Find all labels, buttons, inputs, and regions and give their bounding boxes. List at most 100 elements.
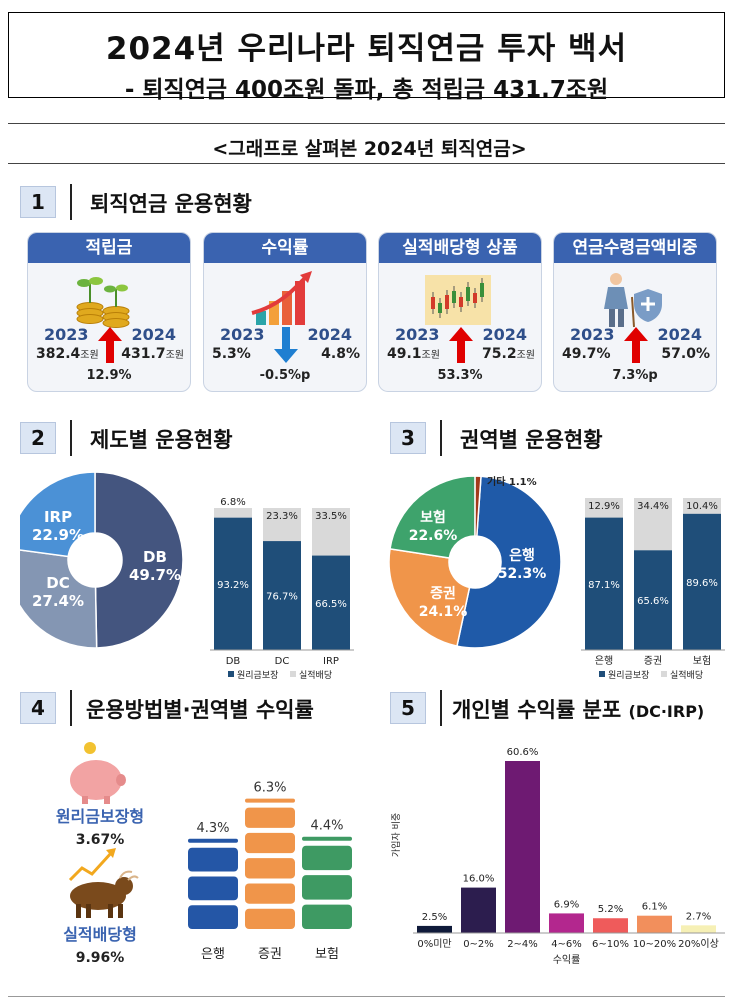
return-block <box>302 845 352 871</box>
growth-bar <box>269 301 279 325</box>
leaf <box>77 279 91 287</box>
card-value-end: 57.0% <box>661 346 710 362</box>
section-heading: <그래프로 살펴본 2024년 퇴직연금> <box>212 138 527 160</box>
section-4-number: 4 <box>20 692 56 724</box>
card-value-start: 49.7% <box>562 346 611 362</box>
divider <box>8 163 725 164</box>
section-5-number: 5 <box>390 692 426 724</box>
tick-label: 증권 <box>644 655 662 667</box>
bar-segment-dividend <box>214 508 252 518</box>
return-block <box>245 807 295 828</box>
card-change: -0.5%p <box>259 368 311 383</box>
bar-segment-guaranteed <box>263 541 301 650</box>
card-unit: 조원 <box>165 350 184 361</box>
return-cap <box>188 838 238 843</box>
arrow-up-icon <box>449 327 473 363</box>
donut-slice <box>389 475 476 559</box>
tick-label: DB <box>226 656 241 667</box>
bar-value-label: 6.1% <box>642 902 667 913</box>
body <box>604 287 628 309</box>
slice-value: 22.6% <box>409 528 458 544</box>
candlestick-icon <box>425 275 491 325</box>
card-value-end: 75.2조원 <box>482 346 535 362</box>
section-2-bar <box>70 420 72 456</box>
slice-value: 49.7% <box>129 566 181 584</box>
legend-swatch <box>290 671 296 677</box>
piggy-snout <box>116 774 126 786</box>
return-type-value: 3.67% <box>76 832 125 848</box>
bull-head <box>115 877 133 895</box>
plan-bars: 6.8% 93.2% DB 23.3% 76.7% DC 33.5% 66.5% IRP 원리금보… <box>210 497 354 680</box>
bull-leg <box>76 904 81 918</box>
section-2-number: 2 <box>20 422 56 454</box>
legend-label: 원리금보장 <box>608 670 649 680</box>
bar-value-label: 4.3% <box>196 821 229 836</box>
candle-body <box>431 297 435 309</box>
bar-value-label: 33.5% <box>315 511 347 522</box>
legend-swatch <box>661 671 667 677</box>
tick-label: 20%이상 <box>678 938 719 950</box>
cane <box>631 296 635 328</box>
return-column: 6.3% 증권 <box>245 781 295 962</box>
section-4-bar <box>70 690 72 726</box>
section-1-title: 퇴직연금 운용현황 <box>90 192 252 216</box>
coins-sprout-icon <box>76 277 130 328</box>
arrow-up-icon <box>98 327 122 363</box>
legend-swatch <box>599 671 605 677</box>
sector-chart-area: 은행 52.3% 증권 24.1% 보험 22.6% 기타 1.1% 12.9% 87.1% 은행… <box>388 475 725 680</box>
bar-segment-dividend <box>263 508 301 542</box>
section-1-number: 1 <box>20 186 56 218</box>
coin <box>84 742 96 754</box>
bar-segment-guaranteed <box>634 550 672 650</box>
bar-value-label: 60.6% <box>507 747 539 758</box>
dist-bar <box>417 925 452 933</box>
return-block <box>302 904 352 929</box>
legend-label: 원리금보장 <box>237 670 278 680</box>
card-year-start: 2023 <box>395 325 440 344</box>
slice-value: 27.4% <box>32 592 84 610</box>
card-unit: 조원 <box>516 350 535 361</box>
card-title: 적립금 <box>28 233 190 263</box>
card-change: 12.9% <box>86 368 132 383</box>
bull-horn <box>119 870 139 881</box>
slice-value: 24.1% <box>419 604 468 620</box>
dist-bar <box>593 918 628 933</box>
bar-segment-dividend <box>634 498 672 551</box>
tick-label: 0%미만 <box>417 938 451 950</box>
summary-card: 연금수령금액비중 2023 2024 49.7% 57.0% 7.3%p <box>553 232 717 392</box>
slice-value: 22.9% <box>32 526 84 544</box>
summary-card: 수익률 2023 2024 5.3% 4.8% -0.5%p <box>203 232 367 392</box>
card-year-end: 2024 <box>657 325 702 344</box>
return-block <box>188 905 238 929</box>
bar-value-label: 89.6% <box>686 578 718 589</box>
bull-icon <box>68 848 139 918</box>
return-block <box>245 832 295 854</box>
bar-value-label: 12.9% <box>588 501 620 512</box>
bar-value-label: 10.4% <box>686 501 718 512</box>
return-cap <box>245 798 295 803</box>
return-block <box>245 908 295 929</box>
return-block <box>188 876 238 901</box>
bar-value-label: 4.4% <box>310 819 343 834</box>
bull-trend <box>68 850 114 882</box>
bar-segment-guaranteed <box>585 517 623 650</box>
bar-value-label: 93.2% <box>217 580 249 591</box>
dist-bar <box>549 913 584 933</box>
dist-bar <box>681 925 716 933</box>
bar-segment-dividend <box>312 508 350 556</box>
x-axis-label: 수익률 <box>553 954 581 966</box>
slice-label-other: 기타 1.1% <box>487 475 537 488</box>
card-year-end: 2024 <box>131 325 176 344</box>
section-1-bar <box>70 184 72 220</box>
bar-value-label: 66.5% <box>315 599 347 610</box>
legend-label: 실적배당 <box>299 669 332 680</box>
candle-body <box>466 287 470 301</box>
bar-value-label: 6.9% <box>554 899 579 910</box>
coin <box>102 318 130 328</box>
elderly-shield-icon <box>604 273 662 328</box>
arrow-shape <box>449 327 473 363</box>
arrow-up-icon <box>624 327 648 363</box>
card-value-end: 4.8% <box>321 346 360 362</box>
donut-slice <box>388 548 471 647</box>
candle-body <box>452 291 456 303</box>
